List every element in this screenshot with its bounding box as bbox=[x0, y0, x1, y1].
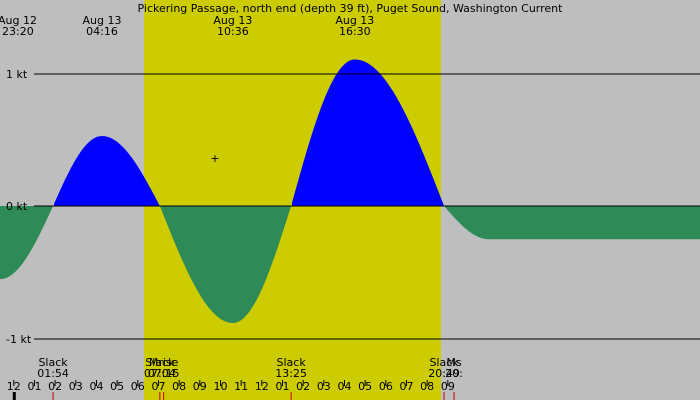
x-tick-label: 04 bbox=[337, 380, 351, 393]
event-label: Ms bbox=[446, 356, 461, 369]
x-tick-label: 07 bbox=[399, 380, 413, 393]
peak-time-label: 04:16 bbox=[86, 25, 118, 38]
x-tick-label: 08 bbox=[420, 380, 434, 393]
x-tick-label: 01 bbox=[275, 380, 289, 393]
peak-time-label: 10:36 bbox=[217, 25, 249, 38]
crosshair-marker: + bbox=[210, 152, 219, 165]
peak-date-label: Aug 13 bbox=[213, 14, 252, 27]
event-label: Slack bbox=[38, 356, 68, 369]
ebb-area bbox=[160, 206, 292, 323]
current-areas bbox=[0, 59, 700, 323]
peak-date-label: Aug 13 bbox=[82, 14, 121, 27]
y-tick-label: 0 kt bbox=[6, 200, 28, 213]
x-tick-label: 11 bbox=[234, 380, 248, 393]
flood-area bbox=[54, 136, 160, 206]
peak-time-label: 16:30 bbox=[339, 25, 371, 38]
x-tick-label: 04 bbox=[89, 380, 103, 393]
midnight-marker bbox=[12, 392, 16, 400]
x-tick-label: 12 bbox=[255, 380, 269, 393]
x-tick-label: 01 bbox=[27, 380, 41, 393]
x-tick-label: 08 bbox=[172, 380, 186, 393]
x-tick-label: 09 bbox=[441, 380, 455, 393]
y-tick-label: -1 kt bbox=[6, 333, 32, 346]
ebb-area bbox=[0, 206, 54, 280]
event-time-label: 20: bbox=[445, 367, 463, 380]
flood-area bbox=[292, 59, 445, 206]
x-tick-label: 05 bbox=[358, 380, 372, 393]
x-axis-ticks: 1112010203040506070809101112010203040506… bbox=[0, 380, 455, 400]
x-tick-label: 03 bbox=[69, 380, 83, 393]
x-tick-label: 03 bbox=[317, 380, 331, 393]
x-tick-label: 02 bbox=[296, 380, 310, 393]
x-tick-label: 10 bbox=[213, 380, 227, 393]
event-time-label: 20:49 bbox=[428, 367, 460, 380]
event-label: Slack bbox=[429, 356, 459, 369]
x-tick-label: 07 bbox=[151, 380, 165, 393]
x-tick-label: 06 bbox=[379, 380, 393, 393]
peak-time-label: 23:20 bbox=[2, 25, 34, 38]
peak-date-label: Aug 12 bbox=[0, 14, 37, 27]
y-tick-label: 1 kt bbox=[6, 68, 28, 81]
event-label: Slack bbox=[277, 356, 307, 369]
event-time-label: 07:04 bbox=[144, 367, 176, 380]
x-tick-label: 09 bbox=[193, 380, 207, 393]
chart-title: Pickering Passage, north end (depth 39 f… bbox=[138, 2, 564, 15]
event-time-label: 13:25 bbox=[275, 367, 307, 380]
x-tick-label: 12 bbox=[7, 380, 21, 393]
peak-date-label: Aug 13 bbox=[335, 14, 374, 27]
event-labels: Slack01:54Slack07:04Mrise07:15Slack13:25… bbox=[37, 356, 463, 380]
event-label: Mrise bbox=[149, 356, 179, 369]
event-time-label: 01:54 bbox=[37, 367, 69, 380]
ebb-area bbox=[445, 206, 700, 240]
x-tick-label: 02 bbox=[48, 380, 62, 393]
event-label: Slack bbox=[145, 356, 175, 369]
reference-lines bbox=[34, 73, 700, 340]
y-axis-labels: 1 kt 0 kt -1 kt bbox=[6, 68, 32, 346]
x-tick-label: 06 bbox=[131, 380, 145, 393]
event-time-label: 07:15 bbox=[148, 367, 180, 380]
x-tick-label: 05 bbox=[110, 380, 124, 393]
